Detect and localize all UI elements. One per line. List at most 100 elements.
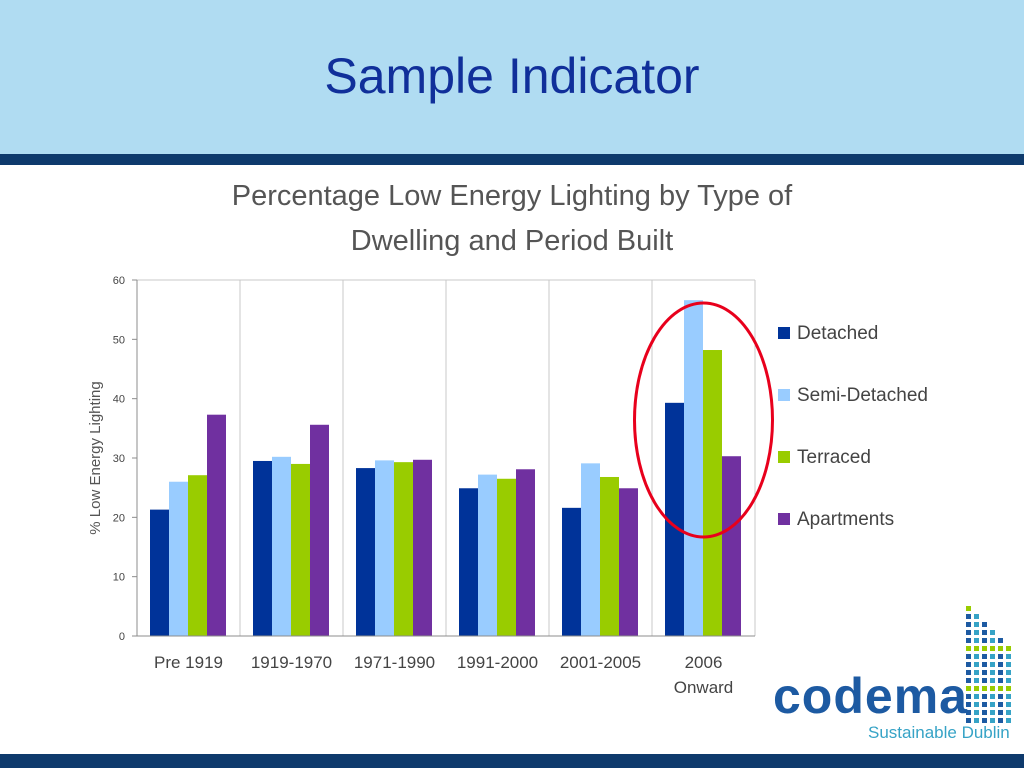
logo-grid-cell: [966, 606, 971, 611]
logo-grid-cell: [1006, 702, 1011, 707]
logo-grid-cell: [974, 638, 979, 643]
logo-grid-cell: [990, 702, 995, 707]
logo-grid-cell: [966, 686, 971, 691]
y-tick-label: 20: [113, 512, 125, 524]
bar: [497, 478, 516, 636]
logo-grid-cell: [982, 694, 987, 699]
bar: [188, 475, 207, 636]
logo-grid-cell: [998, 686, 1003, 691]
logo-grid-cell: [966, 654, 971, 659]
bar: [272, 456, 291, 636]
logo-grid-cell: [974, 622, 979, 627]
logo-grid-cell: [998, 678, 1003, 683]
logo-grid-cell: [998, 646, 1003, 651]
logo-grid-cell: [966, 622, 971, 627]
bar: [310, 424, 329, 636]
x-tick-label: Onward: [674, 678, 734, 697]
logo-grid-cell: [982, 646, 987, 651]
bar: [375, 460, 394, 636]
legend-swatch: [778, 327, 790, 339]
logo-grid-cell: [998, 670, 1003, 675]
logo-grid-cell: [998, 662, 1003, 667]
logo-grid-cell: [990, 646, 995, 651]
bar: [665, 402, 684, 636]
logo-grid-cell: [974, 630, 979, 635]
logo-grid-cell: [990, 630, 995, 635]
logo-grid-cell: [966, 702, 971, 707]
legend-label: Semi-Detached: [797, 385, 928, 406]
x-tick-label: 1971-1990: [354, 653, 435, 672]
logo-grid-cell: [990, 710, 995, 715]
legend-label: Terraced: [797, 447, 871, 468]
logo-grid-cell: [990, 654, 995, 659]
bar: [356, 468, 375, 636]
logo-grid-cell: [998, 694, 1003, 699]
x-tick-label: 1919-1970: [251, 653, 332, 672]
logo-grid-cell: [974, 694, 979, 699]
logo-grid-cell: [982, 638, 987, 643]
x-tick-label: 1991-2000: [457, 653, 538, 672]
logo-grid-cell: [982, 718, 987, 723]
logo-grid-cell: [966, 662, 971, 667]
bar: [703, 350, 722, 636]
logo-grid-cell: [1006, 662, 1011, 667]
logo-grid-cell: [998, 654, 1003, 659]
logo-grid-cell: [966, 694, 971, 699]
logo-grid-cell: [990, 662, 995, 667]
logo-grid-cell: [1006, 646, 1011, 651]
y-tick-label: 60: [113, 275, 125, 287]
bar: [619, 488, 638, 636]
logo-grid-cell: [966, 638, 971, 643]
logo-grid-cell: [966, 646, 971, 651]
y-axis-label: % Low Energy Lighting: [87, 381, 104, 534]
logo-grid-cell: [1006, 694, 1011, 699]
logo-grid-cell: [998, 638, 1003, 643]
logo-grid-cell: [966, 630, 971, 635]
logo-grid-cell: [982, 622, 987, 627]
logo-grid-cell: [998, 710, 1003, 715]
chart-title: Percentage Low Energy Lighting by Type o…: [150, 174, 874, 264]
y-tick-label: 40: [113, 394, 125, 406]
logo-grid-cell: [1006, 686, 1011, 691]
bar: [253, 460, 272, 636]
x-tick-label: 2006: [685, 653, 723, 672]
logo-grid-cell: [982, 702, 987, 707]
logo-grid-cell: [974, 718, 979, 723]
bar: [478, 474, 497, 636]
logo-grid-cell: [998, 718, 1003, 723]
logo-grid-cell: [982, 670, 987, 675]
logo-grid-cell: [966, 614, 971, 619]
x-tick-label: Pre 1919: [154, 653, 223, 672]
logo-grid-cell: [990, 694, 995, 699]
logo-grid-cell: [974, 710, 979, 715]
y-tick-label: 50: [113, 334, 125, 346]
logo-grid-cell: [966, 718, 971, 723]
bar: [413, 459, 432, 636]
logo-tagline: Sustainable Dublin: [868, 723, 1010, 742]
y-tick-label: 10: [113, 572, 125, 584]
bar: [562, 507, 581, 636]
logo-grid-cell: [966, 710, 971, 715]
header-band: [0, 0, 1024, 154]
legend-swatch: [778, 451, 790, 463]
codema-logo: codema Sustainable Dublin: [770, 600, 1024, 752]
highlight-ellipse: [633, 301, 774, 539]
logo-grid-cell: [1006, 654, 1011, 659]
footer-bar: [0, 754, 1024, 768]
legend-label: Apartments: [797, 509, 894, 530]
logo-grid-cell: [974, 670, 979, 675]
bar: [600, 476, 619, 636]
logo-grid-cell: [974, 702, 979, 707]
logo-grid-cell: [990, 638, 995, 643]
logo-grid-cell: [1006, 710, 1011, 715]
logo-grid-cell: [990, 670, 995, 675]
logo-grid-cell: [982, 678, 987, 683]
bar: [207, 414, 226, 636]
logo-grid-cell: [982, 630, 987, 635]
logo-wordmark: codema: [773, 668, 968, 724]
legend-swatch: [778, 389, 790, 401]
logo-grid-cell: [966, 678, 971, 683]
logo-grid-cell: [990, 718, 995, 723]
bar: [169, 481, 188, 636]
